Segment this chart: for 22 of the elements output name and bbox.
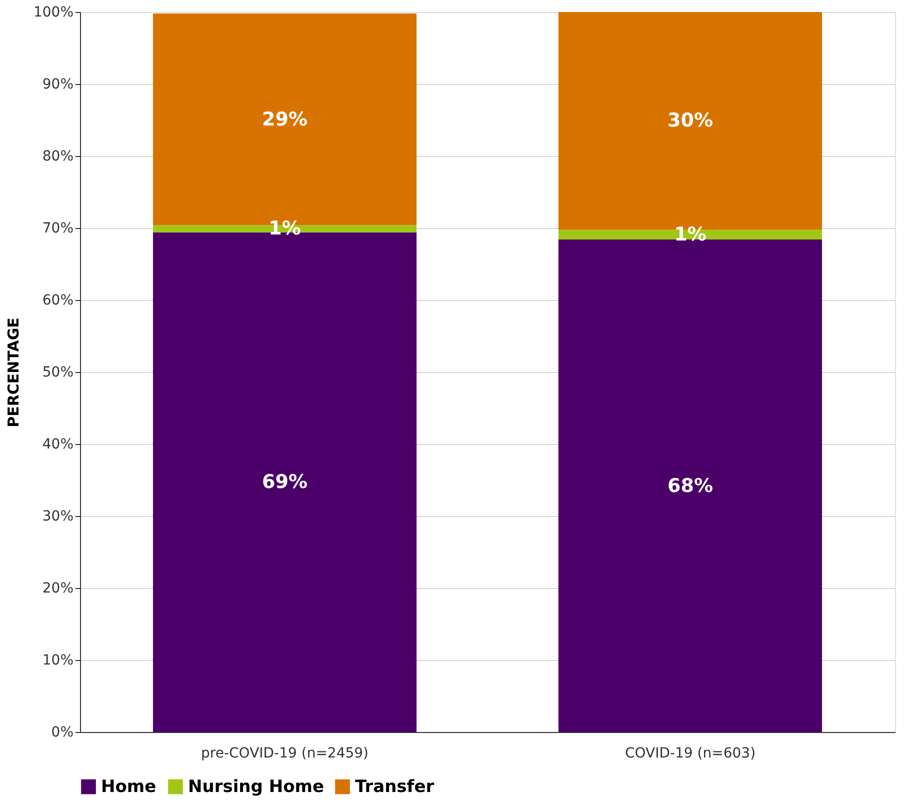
data-label: 69%	[262, 471, 308, 494]
legend-label: Transfer	[355, 776, 435, 797]
legend-label: Home	[101, 776, 156, 797]
data-label: 30%	[667, 110, 713, 132]
x-tick-label: pre-COVID-19 (n=2459)	[201, 746, 369, 762]
y-tick-label: 90%	[42, 76, 74, 92]
y-tick-label: 10%	[42, 652, 74, 668]
y-tick-label: 0%	[51, 724, 74, 740]
y-axis-title: PERCENTAGE	[4, 318, 22, 428]
y-tick-label: 80%	[42, 148, 74, 164]
y-tick-label: 40%	[42, 436, 74, 452]
y-tick-label: 60%	[42, 292, 74, 308]
y-tick-label: 20%	[42, 580, 74, 596]
x-tick-label: COVID-19 (n=603)	[624, 746, 756, 762]
y-tick-label: 50%	[42, 364, 74, 380]
data-label: 68%	[667, 474, 713, 497]
y-tick-label: 70%	[42, 220, 74, 236]
data-label: 29%	[262, 108, 308, 130]
y-tick-label: 100%	[33, 4, 74, 20]
legend-label: Nursing Home	[188, 776, 324, 797]
bar	[558, 240, 822, 732]
y-tick-label: 30%	[42, 508, 74, 524]
